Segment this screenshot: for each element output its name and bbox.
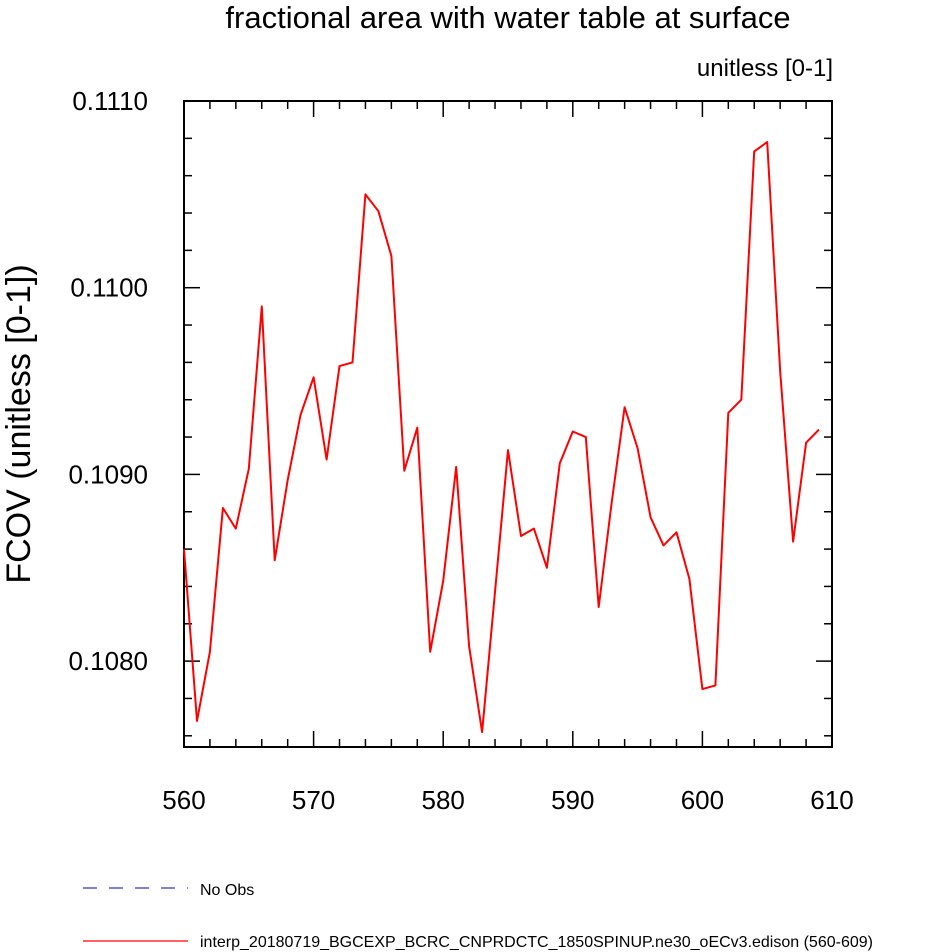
units-label: unitless [0-1] [697,55,833,82]
y-tick-label: 0.1110 [72,86,148,116]
x-tick-label: 610 [810,785,853,815]
plot-frame [183,100,833,748]
chart-title: fractional area with water table at surf… [225,0,790,35]
x-tick-label: 580 [422,785,465,815]
series-line-0 [183,141,820,734]
x-tick-label: 600 [681,785,724,815]
x-tick-label: 590 [551,785,594,815]
y-tick-label: 0.1080 [68,646,148,676]
legend-no-obs-label: No Obs [200,882,254,899]
legend-series-label: interp_20180719_BGCEXP_BCRC_CNPRDCTC_185… [200,934,873,951]
axis-ticks [183,100,833,747]
x-tick-label: 570 [292,785,335,815]
y-tick-label: 0.1090 [68,459,148,489]
series-group [183,141,820,734]
x-tick-label: 560 [162,785,205,815]
axis-tick-labels: 560 570 580 590 600 610 0.1080 0.1090 0.1100 0.11… [68,86,853,815]
y-tick-label: 0.1100 [70,273,148,303]
y-axis-label: FCOV (unitless [0-1]) [0,264,38,583]
